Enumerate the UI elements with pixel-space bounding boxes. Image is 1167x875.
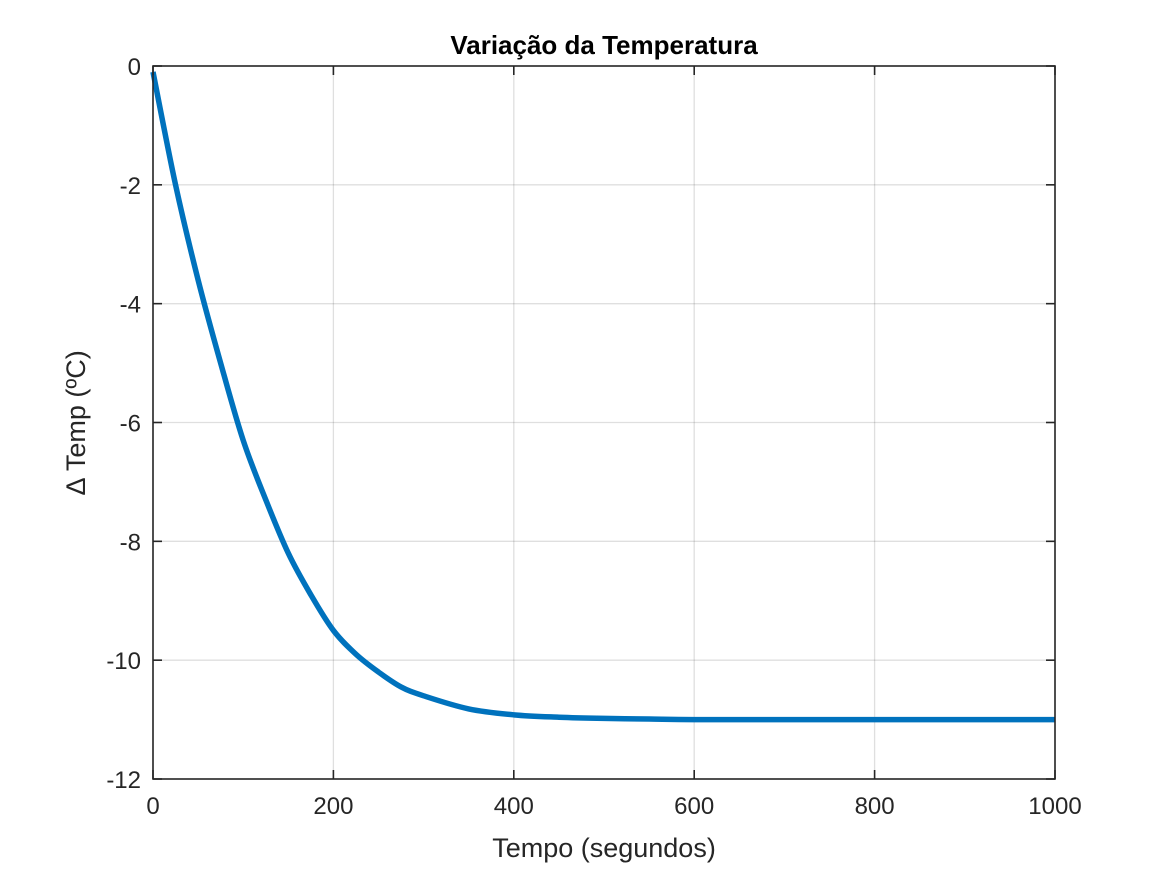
ticks: 0 200 400 600 800 1000 0 -2 -4 -6 -8 -10 -12 <box>106 54 1081 820</box>
y-tick-label: -12 <box>106 767 141 794</box>
chart-title: Variação da Temperatura <box>450 30 758 60</box>
y-tick-label: -6 <box>120 411 141 438</box>
y-tick-label: -10 <box>106 648 141 675</box>
y-axis-label: ∆ Temp (ºC) <box>61 350 91 494</box>
x-tick-label: 200 <box>313 793 353 820</box>
y-tick-label: -4 <box>120 292 141 319</box>
series-layer <box>150 71 1055 723</box>
x-tick-label: 1000 <box>1028 793 1081 820</box>
x-tick-label: 400 <box>494 793 534 820</box>
y-tick-label: -2 <box>120 173 141 200</box>
x-axis-label: Tempo (segundos) <box>492 833 716 863</box>
grid <box>152 65 1056 780</box>
x-tick-label: 0 <box>146 793 159 820</box>
x-tick-label: 600 <box>674 793 714 820</box>
y-tick-label: -8 <box>120 529 141 556</box>
x-tick-label: 800 <box>855 793 895 820</box>
y-tick-label: 0 <box>128 54 141 81</box>
series-line <box>150 71 1055 723</box>
